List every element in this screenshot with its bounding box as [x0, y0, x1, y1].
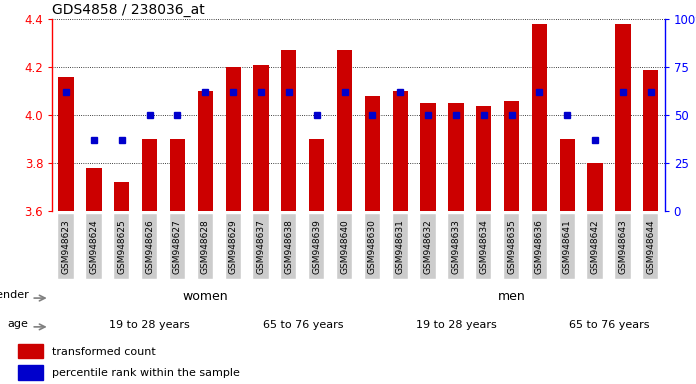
Text: GSM948631: GSM948631	[396, 219, 404, 274]
Text: GSM948641: GSM948641	[563, 219, 571, 274]
Text: GSM948643: GSM948643	[619, 219, 627, 274]
Bar	[643, 70, 658, 211]
Text: 65 to 76 years: 65 to 76 years	[569, 320, 649, 331]
Bar	[198, 91, 213, 211]
FancyBboxPatch shape	[420, 214, 436, 280]
FancyBboxPatch shape	[86, 214, 102, 280]
Bar	[114, 182, 129, 211]
FancyBboxPatch shape	[253, 214, 269, 280]
Bar	[448, 103, 464, 211]
Text: GSM948635: GSM948635	[507, 219, 516, 274]
Text: GSM948624: GSM948624	[90, 219, 98, 274]
FancyBboxPatch shape	[560, 214, 575, 280]
Bar	[365, 96, 380, 211]
Text: 65 to 76 years: 65 to 76 years	[262, 320, 343, 331]
Bar	[142, 139, 157, 211]
FancyBboxPatch shape	[58, 214, 74, 280]
Text: GSM948629: GSM948629	[229, 219, 237, 274]
Text: age: age	[8, 319, 29, 329]
Bar	[18, 344, 43, 358]
FancyBboxPatch shape	[114, 214, 129, 280]
Text: GSM948642: GSM948642	[591, 219, 599, 274]
FancyBboxPatch shape	[587, 214, 603, 280]
FancyBboxPatch shape	[309, 214, 324, 280]
Text: percentile rank within the sample: percentile rank within the sample	[52, 368, 239, 378]
Bar	[86, 168, 102, 211]
Text: GSM948636: GSM948636	[535, 219, 544, 274]
Text: GSM948632: GSM948632	[424, 219, 432, 274]
Bar	[58, 77, 74, 211]
Text: GSM948639: GSM948639	[313, 219, 321, 274]
Bar	[420, 103, 436, 211]
FancyBboxPatch shape	[476, 214, 491, 280]
Bar	[504, 101, 519, 211]
FancyBboxPatch shape	[504, 214, 519, 280]
Bar	[170, 139, 185, 211]
Bar	[226, 67, 241, 211]
Bar	[476, 106, 491, 211]
Bar	[309, 139, 324, 211]
FancyBboxPatch shape	[170, 214, 185, 280]
Bar	[253, 65, 269, 211]
Text: GSM948634: GSM948634	[480, 219, 488, 274]
Bar	[281, 50, 296, 211]
Bar	[393, 91, 408, 211]
Text: 19 to 28 years: 19 to 28 years	[109, 320, 190, 331]
FancyBboxPatch shape	[337, 214, 352, 280]
Bar	[587, 163, 603, 211]
FancyBboxPatch shape	[615, 214, 631, 280]
FancyBboxPatch shape	[281, 214, 296, 280]
Text: GSM948628: GSM948628	[201, 219, 209, 274]
Text: GSM948640: GSM948640	[340, 219, 349, 274]
FancyBboxPatch shape	[365, 214, 380, 280]
Text: transformed count: transformed count	[52, 347, 155, 357]
FancyBboxPatch shape	[448, 214, 464, 280]
FancyBboxPatch shape	[393, 214, 408, 280]
Text: GSM948623: GSM948623	[62, 219, 70, 274]
Text: GSM948627: GSM948627	[173, 219, 182, 274]
Text: GDS4858 / 238036_at: GDS4858 / 238036_at	[52, 3, 205, 17]
Text: men: men	[498, 290, 525, 303]
Text: GSM948630: GSM948630	[368, 219, 377, 274]
FancyBboxPatch shape	[142, 214, 157, 280]
Bar	[560, 139, 575, 211]
Bar	[337, 50, 352, 211]
Bar	[18, 366, 43, 379]
Bar	[532, 24, 547, 211]
Text: gender: gender	[0, 290, 29, 300]
Bar	[615, 24, 631, 211]
Text: GSM948638: GSM948638	[285, 219, 293, 274]
FancyBboxPatch shape	[226, 214, 241, 280]
FancyBboxPatch shape	[532, 214, 547, 280]
Text: 19 to 28 years: 19 to 28 years	[416, 320, 496, 331]
Text: GSM948637: GSM948637	[257, 219, 265, 274]
Text: GSM948644: GSM948644	[647, 219, 655, 274]
Text: GSM948626: GSM948626	[145, 219, 154, 274]
FancyBboxPatch shape	[198, 214, 213, 280]
Text: GSM948625: GSM948625	[118, 219, 126, 274]
Text: GSM948633: GSM948633	[452, 219, 460, 274]
Text: women: women	[182, 290, 228, 303]
FancyBboxPatch shape	[643, 214, 658, 280]
